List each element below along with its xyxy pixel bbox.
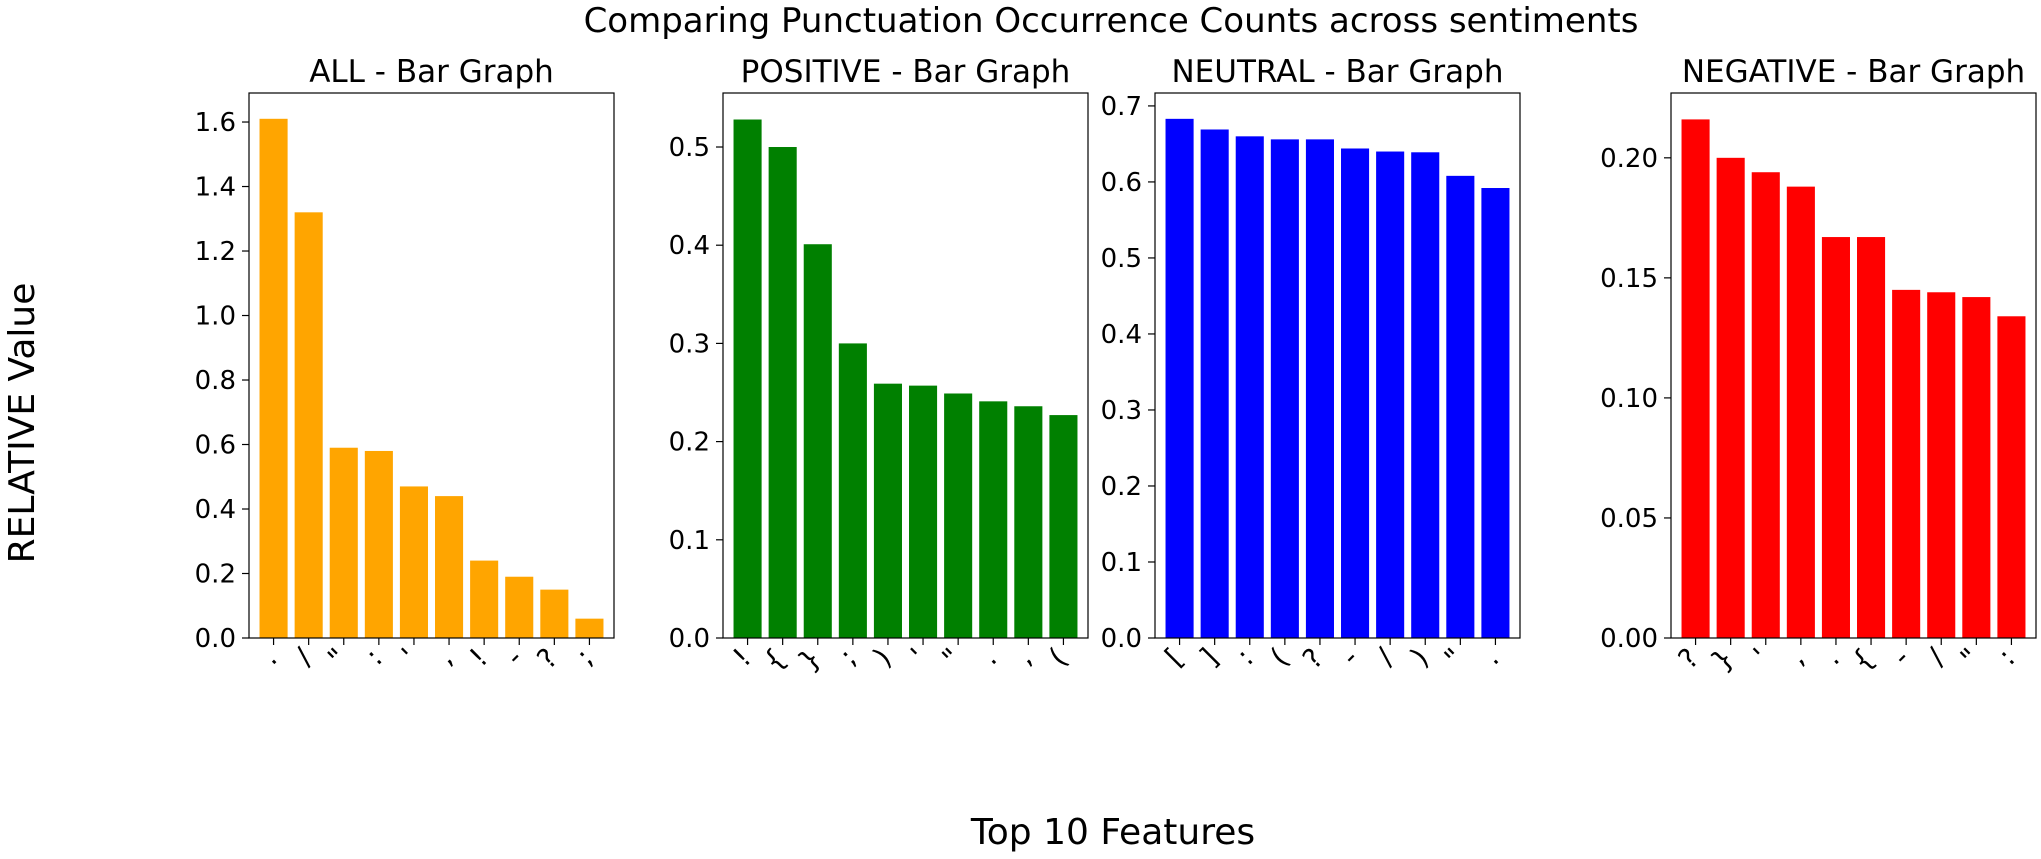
bar bbox=[1681, 119, 1710, 638]
panel-title: NEGATIVE - Bar Graph bbox=[1682, 54, 2025, 90]
y-tick-label: 0.1 bbox=[669, 526, 710, 556]
bar bbox=[1376, 151, 1405, 638]
y-tick-label: 1.2 bbox=[195, 237, 236, 267]
bar bbox=[1446, 175, 1475, 638]
figure-title: Comparing Punctuation Occurrence Counts … bbox=[584, 1, 1639, 41]
y-tick-label: 1.0 bbox=[195, 302, 236, 332]
y-tick-label: 0.8 bbox=[195, 366, 236, 396]
bar bbox=[1411, 152, 1440, 639]
y-tick-label: 0.10 bbox=[1600, 384, 1658, 414]
y-tick-label: 0.7 bbox=[1101, 92, 1142, 122]
bar bbox=[733, 119, 762, 638]
y-tick-label: 0.15 bbox=[1600, 264, 1658, 294]
y-tick-label: 0.5 bbox=[669, 133, 710, 163]
bar bbox=[470, 560, 499, 638]
y-tick-label: 0.0 bbox=[669, 624, 710, 654]
bar bbox=[294, 212, 323, 638]
bar bbox=[873, 383, 902, 638]
bar bbox=[505, 576, 534, 638]
y-tick-label: 1.6 bbox=[195, 108, 236, 138]
y-tick-label: 0.6 bbox=[195, 431, 236, 461]
bar bbox=[1857, 237, 1886, 639]
y-tick-label: 0.4 bbox=[1101, 320, 1142, 350]
y-tick-label: 0.00 bbox=[1600, 624, 1658, 654]
y-tick-label: 1.4 bbox=[195, 173, 236, 203]
bar bbox=[838, 343, 867, 638]
figure-ylabel: RELATIVE Value bbox=[2, 283, 43, 564]
bar bbox=[329, 447, 358, 638]
axes-frame bbox=[248, 92, 615, 639]
panel-title: NEUTRAL - Bar Graph bbox=[1171, 54, 1503, 90]
y-tick-label: 0.4 bbox=[669, 231, 710, 261]
bar bbox=[1341, 148, 1370, 639]
bar bbox=[1235, 136, 1264, 638]
bar bbox=[1200, 129, 1229, 639]
chart-panel: ALL - Bar Graph 0.0 0.2 0.4 0.6 0.8 1.0 1.2 1.4 1… bbox=[195, 54, 615, 675]
bar bbox=[803, 244, 832, 639]
bar bbox=[1270, 139, 1299, 638]
y-tick-label: 0.3 bbox=[1101, 396, 1142, 426]
bar bbox=[435, 496, 464, 638]
figure-xlabel: Top 10 Features bbox=[970, 812, 1255, 853]
y-tick-label: 0.4 bbox=[195, 495, 236, 525]
chart-panel: NEGATIVE - Bar Graph 0.00 0.05 0.10 0.15 0.20… bbox=[1600, 54, 2037, 678]
bar bbox=[1751, 172, 1780, 639]
bar bbox=[768, 147, 797, 638]
bar bbox=[1821, 237, 1850, 639]
y-tick-label: 0.6 bbox=[1101, 168, 1142, 198]
bar bbox=[979, 401, 1008, 638]
y-tick-label: 0.2 bbox=[669, 428, 710, 458]
bar bbox=[1049, 415, 1078, 638]
axes-frame bbox=[722, 92, 1089, 639]
bar bbox=[364, 450, 393, 638]
bar bbox=[399, 486, 428, 638]
y-tick-label: 0.0 bbox=[1101, 624, 1142, 654]
bar bbox=[1305, 139, 1334, 638]
bar bbox=[1962, 297, 1991, 638]
y-tick-label: 0.05 bbox=[1600, 504, 1658, 534]
bar bbox=[1892, 289, 1921, 638]
axes-frame bbox=[1154, 92, 1521, 639]
bar bbox=[540, 589, 569, 638]
y-tick-label: 0.2 bbox=[1101, 472, 1142, 502]
bar bbox=[1165, 118, 1194, 639]
y-tick-label: 0.0 bbox=[195, 624, 236, 654]
bar bbox=[259, 118, 288, 639]
bar bbox=[1014, 406, 1043, 638]
bar bbox=[575, 618, 604, 638]
y-tick-label: 0.2 bbox=[195, 560, 236, 590]
bar bbox=[1927, 292, 1956, 638]
bar bbox=[1997, 316, 2026, 638]
bar bbox=[909, 385, 938, 638]
chart-panel: POSITIVE - Bar Graph0.00.10.20.30.40.5!{… bbox=[669, 54, 1089, 678]
bar bbox=[944, 393, 973, 638]
panel-title: POSITIVE - Bar Graph bbox=[741, 54, 1071, 90]
y-tick-label: 0.1 bbox=[1101, 548, 1142, 578]
bar bbox=[1481, 188, 1510, 638]
bar bbox=[1716, 157, 1745, 638]
panel-title: ALL - Bar Graph bbox=[309, 54, 554, 90]
y-tick-label: 0.3 bbox=[669, 329, 710, 359]
axes-frame bbox=[1670, 92, 2037, 639]
y-tick-label: 0.5 bbox=[1101, 244, 1142, 274]
bar bbox=[1786, 186, 1815, 638]
y-tick-label: 0.20 bbox=[1600, 144, 1658, 174]
